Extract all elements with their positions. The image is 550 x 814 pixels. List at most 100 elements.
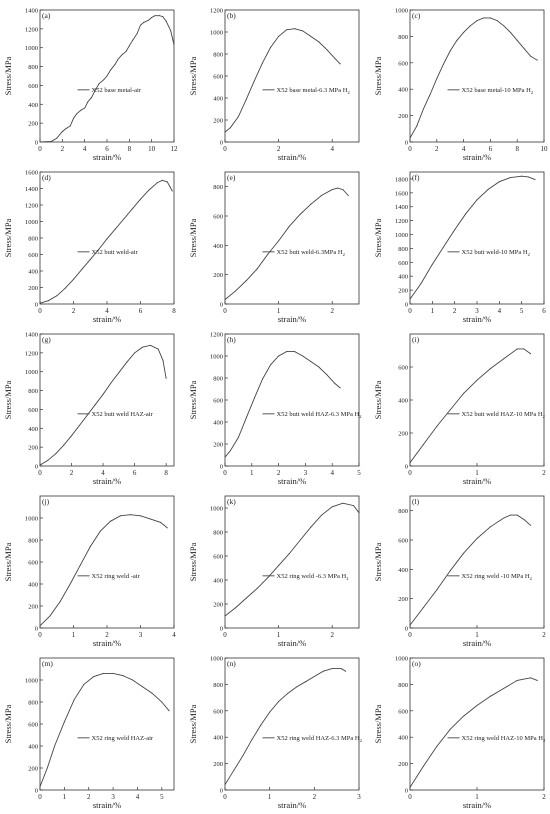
data-point: [463, 392, 465, 394]
chart-panel-g: 0 2 4 6 8 0 200 400 600 800 1000 1200 1400 strain/% St…: [3, 332, 175, 486]
chart-panel-f: 0 1 2 3 4 5 6 0 200 400 600 800 1000 1200 1400 1600 1800…: [373, 171, 546, 324]
y-tick-label: 400: [213, 96, 223, 103]
x-tick-label: 0: [408, 793, 412, 801]
data-point: [150, 518, 152, 520]
x-tick-label: 10: [148, 145, 156, 153]
x-tick-label: 1: [277, 307, 281, 315]
panel-label: (m): [42, 659, 53, 668]
data-point: [270, 364, 272, 366]
panel-label: (a): [42, 11, 51, 20]
x-tick-label: 6: [489, 145, 493, 153]
y-tick-label: 1000: [25, 678, 38, 685]
y-tick-label: 600: [398, 538, 408, 545]
y-tick-label: 1400: [25, 186, 38, 193]
data-point: [110, 382, 112, 384]
data-point: [521, 175, 523, 177]
y-tick-label: 1000: [25, 369, 38, 376]
data-point: [39, 464, 41, 466]
legend-label: X52 base metal-6.3 MPa H: [277, 87, 348, 94]
data-point: [476, 538, 478, 540]
data-point: [80, 109, 82, 111]
data-point: [409, 462, 411, 464]
y-tick-label: 1000: [210, 354, 223, 361]
x-axis-label: strain/%: [93, 800, 121, 810]
y-tick-label: 400: [213, 243, 223, 250]
data-point: [73, 278, 74, 280]
data-point: [233, 769, 235, 771]
y-tick-label: 200: [28, 285, 38, 292]
y-tick-label: 1000: [210, 30, 223, 37]
x-tick-label: 0: [223, 631, 227, 639]
data-point: [46, 767, 48, 769]
y-tick-label: 200: [213, 118, 223, 125]
panel-label: (b): [227, 11, 236, 20]
data-point: [294, 351, 296, 353]
x-tick-label: 0: [408, 469, 412, 477]
y-tick-label: 400: [28, 102, 38, 109]
data-point: [536, 59, 538, 61]
x-tick-label: 0: [223, 469, 227, 477]
x-tick-label: 4: [330, 469, 334, 477]
plot-frame: [224, 171, 360, 305]
legend-label: X52 butt weld-6.3MPa H: [277, 249, 343, 256]
y-axis-label: Stress/MPa: [3, 542, 13, 581]
y-tick-label: 400: [213, 578, 223, 585]
x-tick-label: 8: [515, 145, 519, 153]
data-point: [134, 352, 136, 354]
y-tick-label: 200: [213, 602, 223, 609]
data-point: [270, 46, 272, 48]
y-tick-label: 1600: [395, 190, 408, 197]
x-tick-label: 1: [277, 631, 281, 639]
data-point: [141, 686, 143, 688]
y-tick-label: 400: [28, 426, 38, 433]
y-axis-label: Stress/MPa: [373, 218, 383, 257]
y-tick-label: 400: [398, 398, 408, 405]
series-line: [409, 677, 538, 788]
data-point: [125, 50, 127, 52]
data-point: [318, 366, 320, 368]
plot-frame: [409, 9, 545, 143]
x-tick-label: 1: [63, 793, 67, 801]
y-tick-label: 0: [405, 626, 408, 633]
data-point: [516, 39, 518, 41]
legend-label: X52 base metal-10 MPa H: [462, 87, 532, 94]
y-tick-label: 0: [35, 140, 38, 147]
data-point: [334, 383, 336, 384]
data-point: [63, 444, 65, 446]
y-axis-label: Stress/MPa: [188, 542, 198, 581]
data-point: [165, 377, 167, 379]
x-tick-label: 1: [475, 469, 479, 477]
legend-text: X52 butt weld HAZ-10 MPa H2: [462, 411, 545, 419]
data-point: [253, 397, 255, 399]
data-point: [295, 686, 297, 688]
y-tick-label: 1000: [210, 506, 223, 513]
y-axis-label: Stress/MPa: [3, 56, 13, 95]
data-point: [251, 739, 253, 741]
x-tick-label: 6: [133, 469, 137, 477]
plot-frame: [224, 333, 360, 467]
y-tick-label: 200: [213, 442, 223, 449]
data-point: [39, 302, 41, 304]
x-tick-label: 4: [105, 307, 109, 315]
data-point: [102, 672, 104, 674]
chart-panel-n: 0 1 2 3 0 200 400 600 800 1000 strain/% Stress/MPa (…: [188, 656, 362, 811]
panel-label: (i): [412, 335, 420, 344]
data-point: [469, 25, 471, 27]
y-tick-label: 400: [398, 567, 408, 574]
data-point: [347, 194, 349, 196]
data-point: [422, 444, 424, 446]
data-point: [342, 189, 344, 191]
x-tick-label: 4: [136, 793, 140, 801]
data-point: [510, 177, 511, 179]
y-tick-label: 600: [398, 260, 408, 267]
data-point: [516, 679, 518, 681]
data-point: [278, 701, 280, 703]
panel-label: (d): [42, 173, 51, 182]
data-point: [237, 116, 239, 118]
y-axis-label: Stress/MPa: [188, 218, 198, 257]
series-line: [224, 187, 349, 300]
data-point: [61, 131, 63, 133]
y-tick-label: 0: [220, 140, 223, 147]
y-tick-label: 0: [405, 302, 408, 309]
x-tick-label: 2: [435, 145, 439, 153]
